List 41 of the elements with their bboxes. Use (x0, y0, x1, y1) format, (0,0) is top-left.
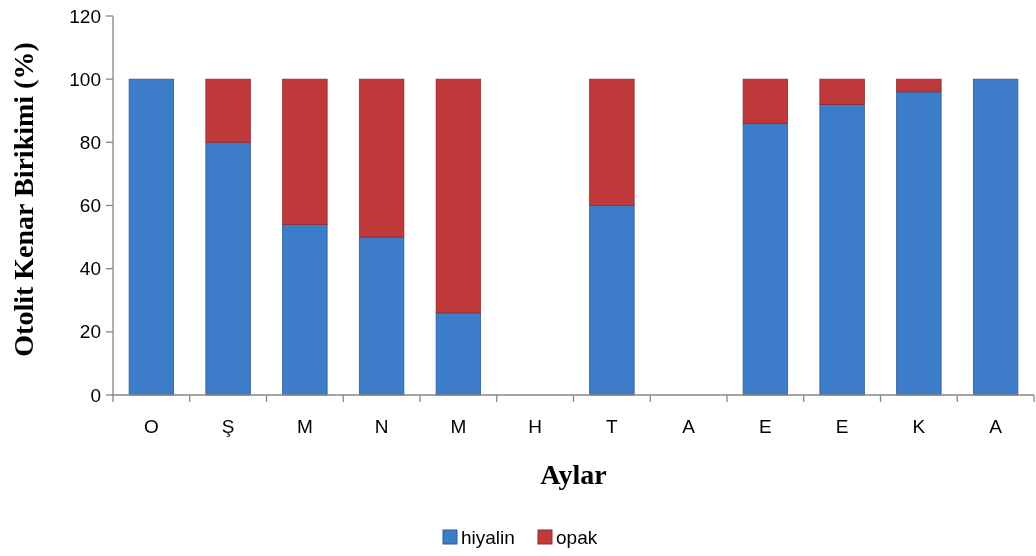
bar (896, 78, 942, 93)
x-tick-label: Ş (221, 416, 235, 437)
x-axis-title: Aylar (540, 459, 607, 490)
bar (742, 78, 789, 124)
x-tick-label: M (296, 416, 313, 437)
x-tick-label: N (374, 416, 389, 437)
bar (589, 205, 635, 396)
x-tick-label: A (682, 416, 696, 437)
bar (435, 312, 482, 396)
y-tick-label: 0 (90, 384, 101, 406)
bar (128, 78, 175, 396)
bar (589, 78, 635, 206)
bar (205, 78, 251, 143)
x-tick-label: M (450, 416, 467, 437)
bar (358, 78, 405, 238)
y-axis-title: Otolit Kenar Birikimi (%) (8, 42, 39, 357)
y-tick-label: 100 (69, 68, 101, 90)
legend-label: opak (556, 526, 598, 548)
y-tick-label: 40 (79, 258, 101, 280)
y-tick-label: 20 (79, 321, 101, 343)
bar (282, 224, 328, 396)
bar (358, 236, 405, 396)
bar (896, 91, 942, 396)
y-tick-label: 60 (79, 195, 101, 217)
x-tick-label: T (606, 416, 619, 437)
bar (205, 141, 251, 396)
bar (972, 78, 1019, 396)
y-tick-label: 80 (79, 131, 101, 153)
legend-label: hiyalin (461, 526, 515, 548)
bar (435, 78, 482, 314)
x-tick-label: K (912, 416, 926, 437)
x-tick-label: O (143, 416, 159, 437)
x-tick-label: E (759, 416, 772, 437)
x-tick-label: A (989, 416, 1003, 437)
x-tick-label: E (835, 416, 849, 437)
x-tick-label: H (528, 416, 542, 437)
bar (282, 78, 328, 225)
y-tick-label: 120 (69, 5, 101, 27)
bar (819, 104, 865, 396)
bar (742, 122, 789, 396)
bar (819, 78, 865, 105)
